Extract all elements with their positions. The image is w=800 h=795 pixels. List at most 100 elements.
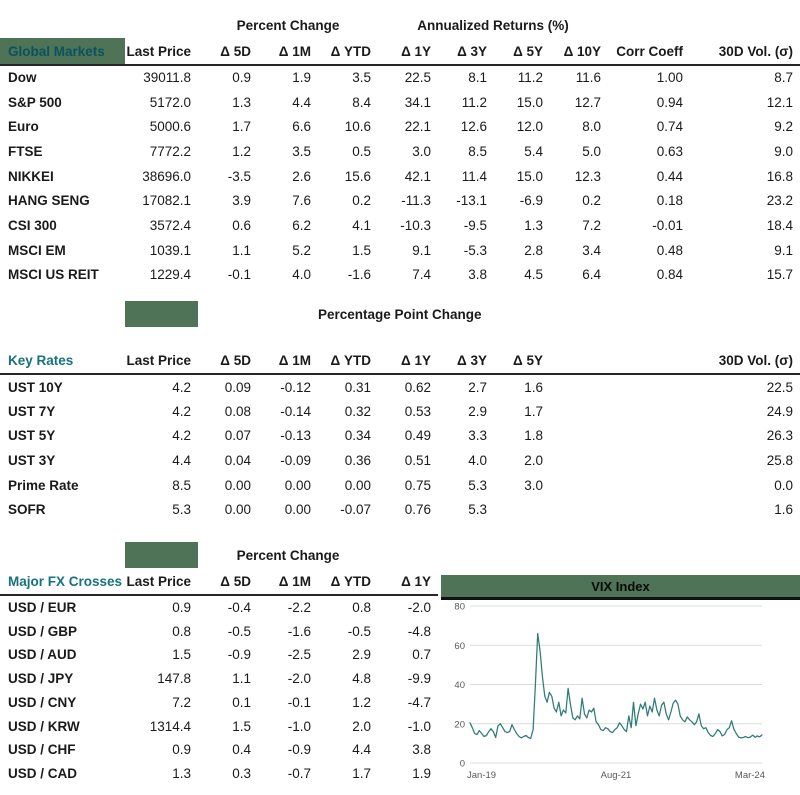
- cell: -0.5: [347, 623, 372, 639]
- header-spacer: [550, 347, 691, 376]
- cell: 3.5: [352, 70, 372, 86]
- cell: 22.5: [404, 70, 432, 86]
- cell: 12.1: [766, 94, 794, 110]
- table-row: SOFR 5.3 0.00 0.00 -0.07 0.76 5.3 1.6: [0, 498, 800, 523]
- cell: 5172.0: [149, 94, 191, 110]
- group-header-row: Percent Change Annualized Returns (%): [0, 12, 800, 38]
- cell: 4.4: [352, 742, 372, 758]
- vix-chart-title-bar: VIX Index: [441, 575, 800, 600]
- cell: 0.9: [232, 70, 251, 86]
- cell: 1.1: [232, 242, 251, 258]
- y-axis-tick-label: 20: [454, 719, 465, 730]
- cell: 0.84: [656, 267, 684, 283]
- cell: 12.0: [516, 119, 544, 135]
- cell: 3.4: [582, 242, 602, 258]
- cell: -13.1: [456, 193, 488, 209]
- table-row: USD / CAD 1.3 0.3 -0.7 1.7 1.9: [0, 762, 438, 786]
- table-row: HANG SENG 17082.1 3.9 7.6 0.2 -11.3 -13.1 -6.9 0…: [0, 188, 800, 213]
- cell: 5.3: [172, 502, 191, 518]
- row-label: SOFR: [8, 502, 46, 518]
- cell: 0.74: [656, 119, 684, 135]
- column-header: Δ 1Y: [378, 347, 439, 376]
- group-header-annualized-returns: Annualized Returns (%): [417, 17, 569, 33]
- pre-header-empty: [0, 301, 125, 327]
- cell: 1.3: [172, 766, 191, 782]
- cell: 3572.4: [149, 217, 191, 233]
- cell: 2.0: [352, 718, 372, 734]
- row-label: UST 5Y: [8, 428, 56, 444]
- section-label-global-markets: Global Markets: [0, 38, 125, 66]
- row-label: USD / KRW: [8, 718, 80, 734]
- cell: 22.1: [404, 119, 432, 135]
- table-row: S&P 500 5172.0 1.3 4.4 8.4 34.1 11.2 15.0 12.7 0.…: [0, 90, 800, 115]
- y-axis-tick-label: 80: [454, 602, 465, 613]
- cell: 24.9: [766, 403, 794, 419]
- cell: 34.1: [404, 94, 432, 110]
- cell: 0.7: [412, 647, 432, 663]
- row-label: USD / AUD: [8, 647, 77, 663]
- cell: 7.4: [412, 267, 432, 283]
- cell: 3.8: [412, 742, 432, 758]
- row-label: S&P 500: [8, 94, 62, 110]
- cell: -0.12: [280, 379, 311, 395]
- cell: -0.01: [652, 217, 684, 233]
- table-row: USD / EUR 0.9 -0.4 -2.2 0.8 -2.0: [0, 595, 438, 619]
- cell: -2.2: [287, 600, 311, 616]
- cell: 1.2: [232, 143, 251, 159]
- cell: 8.1: [468, 70, 488, 86]
- cell: 0.32: [344, 403, 371, 419]
- cell: -4.8: [407, 623, 432, 639]
- table-row: UST 3Y 4.4 0.04 -0.09 0.36 0.51 4.0 2.0 25.8: [0, 448, 800, 473]
- vix-chart-title: VIX Index: [591, 578, 650, 594]
- cell-spacer: [550, 399, 690, 424]
- cell: 11.4: [461, 168, 488, 184]
- cell: 0.08: [224, 403, 251, 419]
- cell: 22.5: [766, 379, 794, 395]
- cell: 26.3: [766, 428, 794, 444]
- fx-crosses-table: Percent Change Major FX Crosses Last Pri…: [0, 542, 439, 786]
- cell: 17082.1: [142, 193, 191, 209]
- cell: 3.5: [292, 143, 311, 159]
- row-label: USD / CAD: [8, 766, 78, 782]
- pre-header-row: Percent Change: [0, 542, 438, 569]
- x-axis-tick-label: Aug-21: [601, 770, 632, 781]
- cell: 0.00: [284, 502, 311, 518]
- cell: [494, 498, 550, 523]
- cell: 7.2: [582, 217, 602, 233]
- cell: 8.7: [774, 70, 794, 86]
- cell: 0.09: [224, 379, 251, 395]
- cell: 1.2: [352, 694, 372, 710]
- column-header: Δ 5D: [198, 347, 258, 376]
- cell: 0.75: [404, 477, 432, 493]
- cell: 0.18: [656, 193, 684, 209]
- cell: 39011.8: [143, 70, 191, 86]
- cell: -0.09: [280, 453, 311, 469]
- cell: 8.4: [352, 94, 372, 110]
- x-axis-tick-label: Jan-19: [467, 770, 496, 781]
- cell: -11.3: [401, 193, 432, 209]
- pre-header-empty: [0, 542, 125, 568]
- cell: 0.63: [656, 143, 684, 159]
- column-header: Δ 1Y: [378, 568, 439, 597]
- cell: 5000.6: [149, 119, 191, 135]
- cell: 4.4: [172, 453, 191, 469]
- cell: 4.0: [292, 267, 311, 283]
- cell: 4.8: [352, 671, 372, 687]
- cell: 2.9: [352, 647, 372, 663]
- cell: -10.3: [400, 217, 432, 233]
- key-rates-table: Percentage Point Change Key Rates Last P…: [0, 301, 800, 522]
- section-label-fx-crosses: Major FX Crosses: [0, 568, 125, 597]
- cell: 8.5: [172, 477, 191, 493]
- cell: 0.00: [224, 502, 251, 518]
- cell: 1039.1: [149, 242, 191, 258]
- y-axis-tick-label: 40: [454, 680, 465, 691]
- cell: -5.3: [463, 242, 488, 258]
- cell: 1.8: [524, 428, 544, 444]
- cell: 4.5: [524, 267, 544, 283]
- cell: 10.6: [344, 119, 372, 135]
- row-label: UST 7Y: [8, 403, 56, 419]
- column-header: 30D Vol. (σ): [690, 38, 800, 66]
- cell: -9.9: [407, 671, 432, 687]
- cell: 3.3: [468, 428, 488, 444]
- cell: 1.7: [352, 766, 372, 782]
